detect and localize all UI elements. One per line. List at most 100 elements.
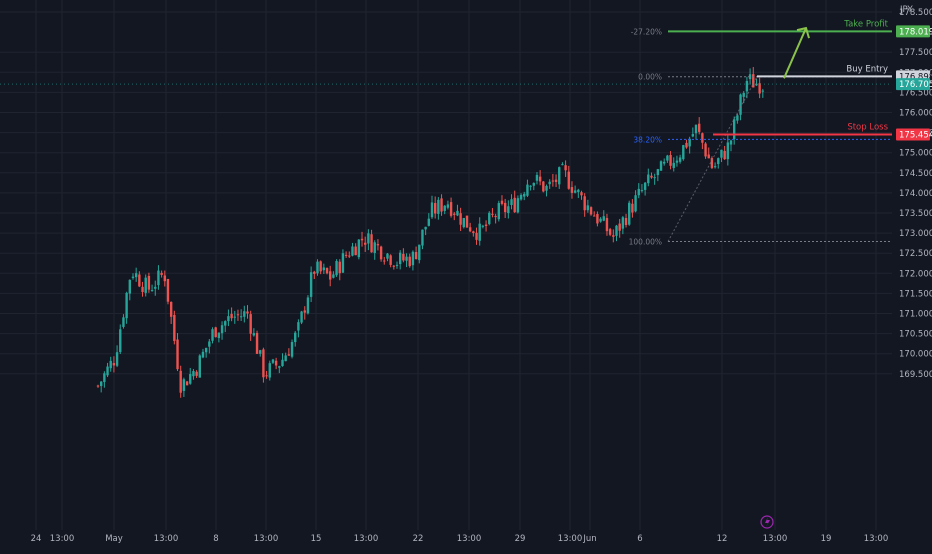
candle-body <box>647 174 650 184</box>
candle-body <box>615 225 618 236</box>
candle-body <box>154 286 157 289</box>
candle-body <box>739 94 742 115</box>
candle-body <box>621 217 625 229</box>
candle-body <box>548 181 551 185</box>
candle-body <box>421 229 424 246</box>
y-tick-label: 176.000 <box>899 109 932 119</box>
candle-body <box>160 272 163 275</box>
candle-body <box>427 218 431 226</box>
candle-body <box>109 360 112 369</box>
candle-body <box>513 197 516 213</box>
stop-loss-tag-text: 175.454 <box>899 130 932 140</box>
candle-body <box>478 223 481 241</box>
fib-trend-line <box>667 76 758 242</box>
candle-body <box>144 277 147 293</box>
candle-body <box>376 244 380 246</box>
candle-body <box>278 366 281 368</box>
x-tick-label: 13:00 <box>558 534 583 544</box>
candle-body <box>545 185 548 191</box>
candle-body <box>516 198 520 213</box>
x-tick-label: 13:00 <box>864 534 889 544</box>
candle-body <box>364 242 367 245</box>
candle-body <box>259 350 262 354</box>
candle-body <box>138 274 141 287</box>
candle-body <box>392 265 396 267</box>
x-tick-label: 12 <box>717 534 728 544</box>
candle-body <box>424 226 427 230</box>
candle-body <box>564 165 567 171</box>
candle-body <box>573 190 577 193</box>
candle-body <box>367 233 370 244</box>
candle-body <box>484 224 488 226</box>
candle-body <box>220 325 224 334</box>
candle-body <box>459 213 462 225</box>
candle-body <box>602 216 605 221</box>
candle-body <box>163 275 166 282</box>
candle-body <box>624 218 628 225</box>
x-tick-label: 24 <box>31 534 42 544</box>
fib-level-label: 38.20% <box>633 135 662 144</box>
candle-body <box>596 214 599 224</box>
lightning-bolt-icon <box>765 517 770 527</box>
candle-body <box>605 218 609 232</box>
candle-body <box>274 360 278 366</box>
candle-body <box>233 316 236 318</box>
x-tick-label: 15 <box>311 534 322 544</box>
candle-body <box>313 271 316 274</box>
candle-body <box>672 162 675 168</box>
x-tick-label: 13:00 <box>50 534 75 544</box>
candle-body <box>319 261 322 272</box>
candle-body <box>249 314 252 334</box>
candle-body <box>357 239 361 258</box>
candle-body <box>748 74 752 80</box>
candle-body <box>134 273 138 278</box>
candle-body <box>446 204 450 208</box>
y-tick-label: 174.500 <box>899 169 932 179</box>
y-tick-label: 176.500 <box>899 88 932 98</box>
candle-body <box>303 310 306 313</box>
candle-body <box>189 374 192 384</box>
candle-body <box>246 311 249 314</box>
y-tick-label: 172.500 <box>899 249 932 259</box>
candle-body <box>653 177 656 179</box>
candle-body <box>281 359 284 366</box>
candle-body <box>195 371 198 376</box>
candle-body <box>166 278 170 302</box>
candle-body <box>239 316 243 318</box>
candle-body <box>433 203 437 214</box>
candle-body <box>685 142 688 148</box>
candle-body <box>386 253 389 259</box>
candle-body <box>497 203 500 220</box>
candle-body <box>300 311 303 323</box>
candle-body <box>713 166 717 168</box>
candle-body <box>726 142 730 160</box>
x-tick-label: 13:00 <box>354 534 379 544</box>
candle-body <box>542 181 545 192</box>
candle-body <box>567 171 570 189</box>
candle-body <box>710 158 714 168</box>
candle-body <box>535 174 539 181</box>
candle-body <box>558 167 561 185</box>
candle-body <box>204 347 208 353</box>
y-tick-label: 174.000 <box>899 189 932 199</box>
y-tick-label: 171.000 <box>899 310 932 320</box>
y-tick-label: 170.500 <box>899 330 932 340</box>
candle-body <box>322 267 326 271</box>
candle-body <box>265 375 268 377</box>
candle-body <box>408 256 411 267</box>
candle-body <box>481 225 485 227</box>
candle-body <box>214 327 217 338</box>
candle-body <box>405 256 408 261</box>
candle-body <box>106 366 109 376</box>
x-tick-label: May <box>105 534 123 544</box>
candle-body <box>723 150 726 160</box>
candle-body <box>243 311 246 317</box>
x-tick-label: 13:00 <box>763 534 788 544</box>
candle-body <box>589 207 593 215</box>
x-tick-label: 29 <box>515 534 526 544</box>
candle-body <box>758 83 761 94</box>
lightning-icon[interactable] <box>760 515 774 529</box>
candle-body <box>634 195 637 212</box>
